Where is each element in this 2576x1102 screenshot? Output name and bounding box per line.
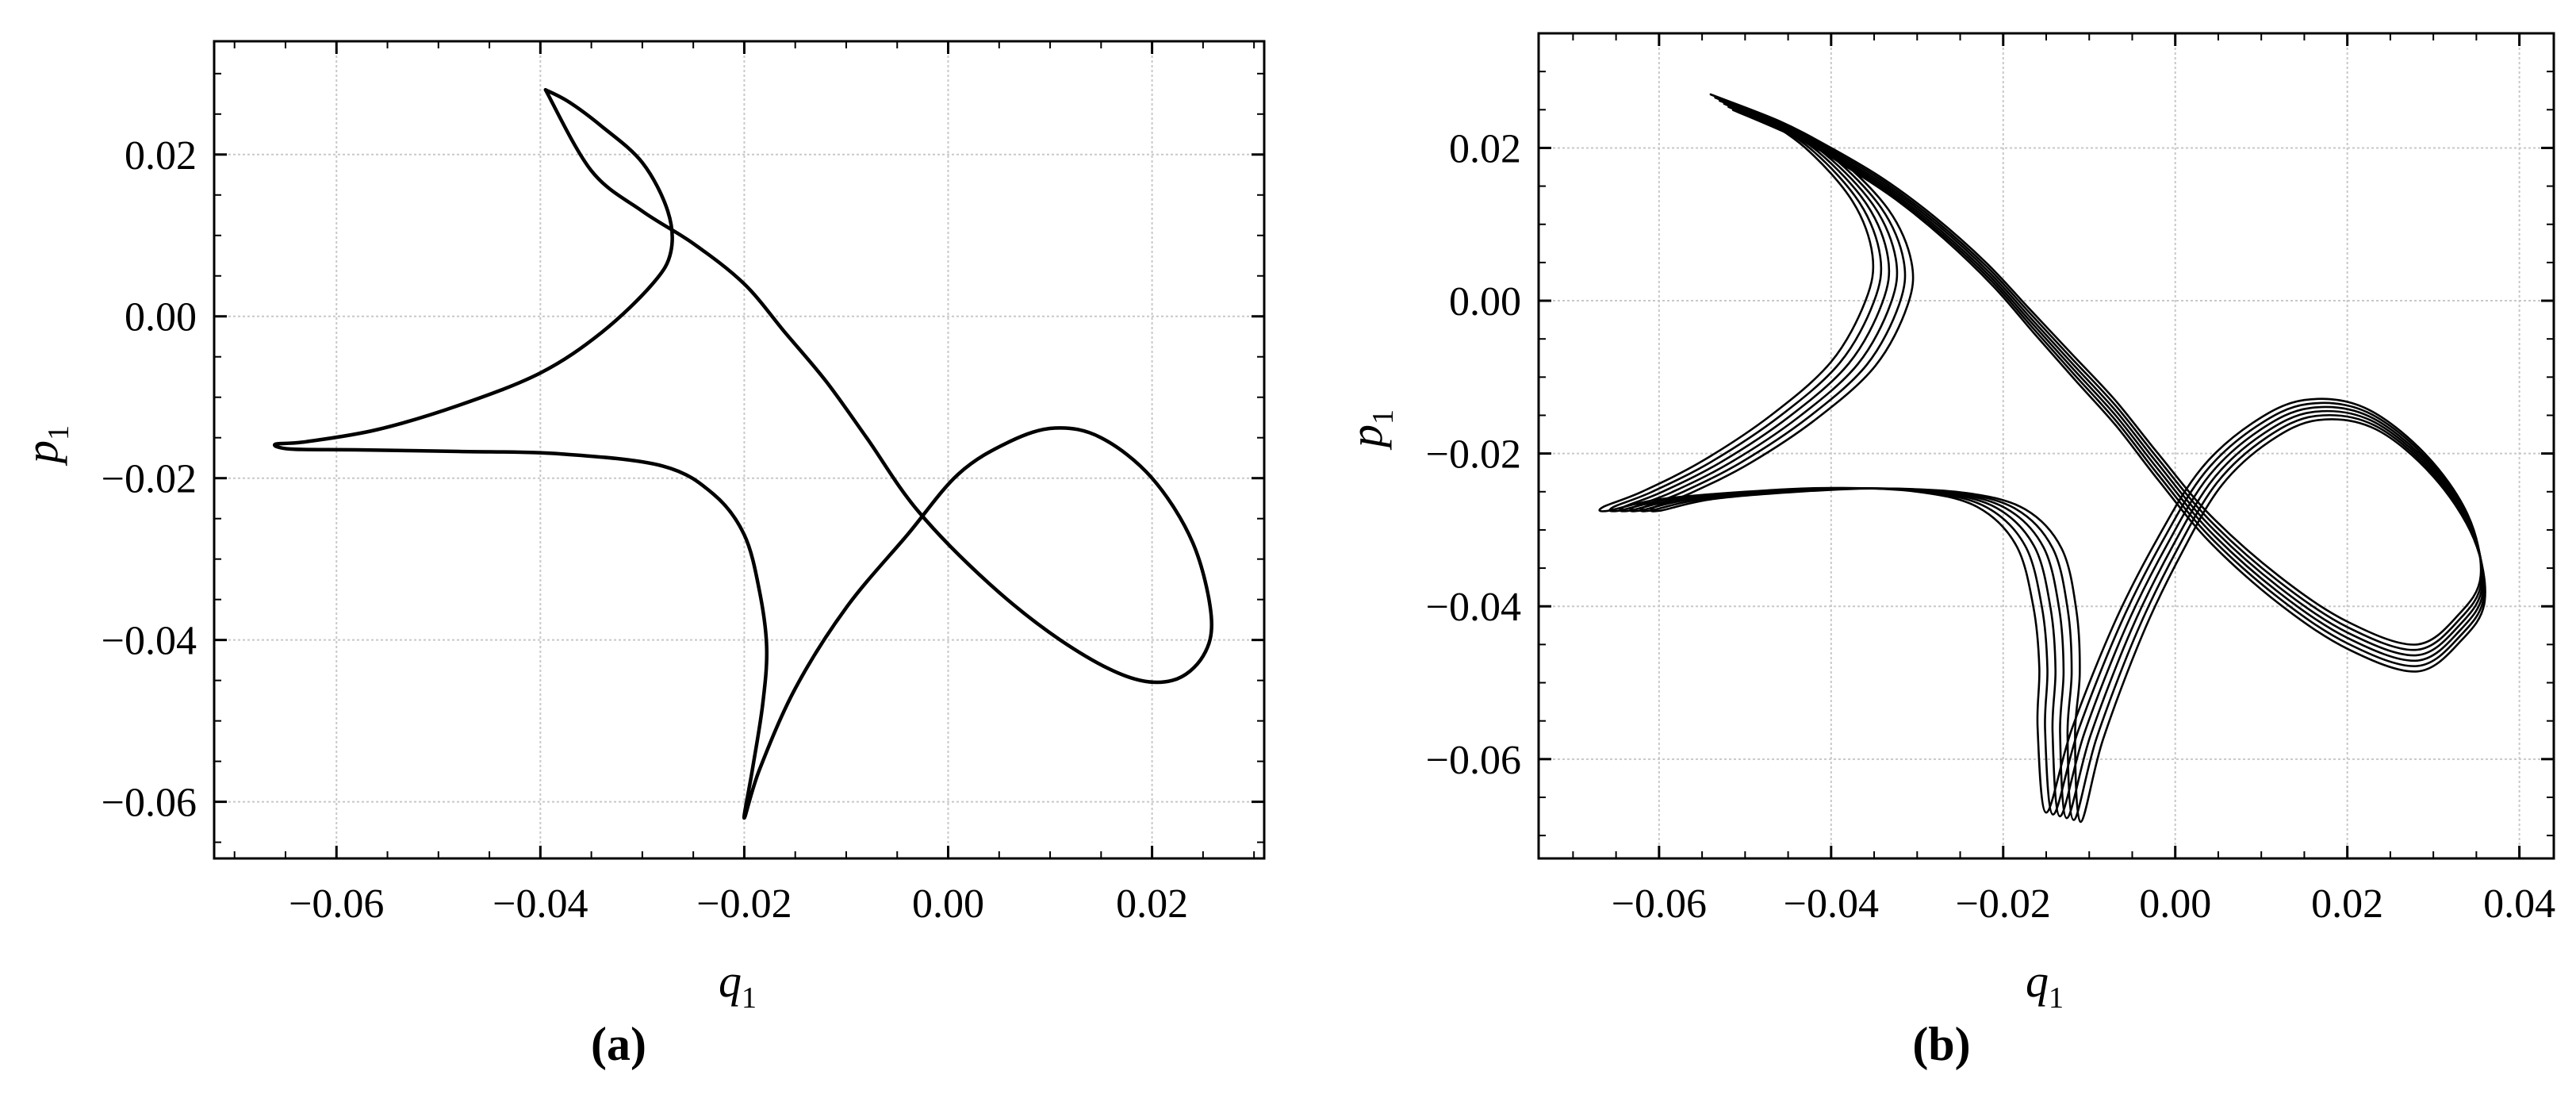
panel-b-xlabel-main: q <box>2026 955 2049 1007</box>
panel-b-ylabel-main: p <box>1340 424 1392 451</box>
panel-a-xtick-label-4: 0.02 <box>1116 881 1188 927</box>
panel-b-ytick-label-2: −0.02 <box>1426 432 1521 478</box>
panel-a-ticks: −0.06 −0.04 −0.02 0.00 0.02 −0.06 −0.04 −0.02 0.… <box>102 41 1264 927</box>
panel-a-xlabel-sub: 1 <box>742 981 757 1015</box>
panel-a-ytick-label-3: 0.00 <box>125 295 197 340</box>
panel-b-xlabel-sub: 1 <box>2049 981 2064 1015</box>
panel-b-ticks: −0.06 −0.04 −0.02 0.00 0.02 0.04 −0.06 −0.04 −0.… <box>1426 33 2555 927</box>
panel-a-xlabel-main: q <box>719 955 742 1007</box>
panel-a-xtick-label-1: −0.04 <box>493 881 588 927</box>
panel-b: −0.06 −0.04 −0.02 0.00 0.02 0.04 −0.06 −0.04 −0.… <box>1340 32 2555 1070</box>
panel-b-ytick-label-1: −0.04 <box>1426 585 1521 630</box>
panel-a-trajectory <box>273 87 1213 820</box>
panel-b-xtick-label-0: −0.06 <box>1612 881 1707 927</box>
panel-b-xtick-label-2: −0.02 <box>1956 881 2051 927</box>
panel-b-trajectory-loop-3 <box>1629 102 2485 820</box>
panel-a-label: (a) <box>591 1018 646 1070</box>
panel-b-series <box>1598 93 2486 824</box>
panel-a-ytick-label-1: −0.04 <box>102 619 197 664</box>
panel-a-ytick-label-4: 0.02 <box>125 133 197 179</box>
panel-a-xtick-label-3: 0.00 <box>912 881 984 927</box>
panel-a-ylabel-main: p <box>16 440 67 467</box>
panel-b-ytick-label-0: −0.06 <box>1426 738 1521 783</box>
panel-a-series <box>273 87 1213 820</box>
panel-b-xtick-label-3: 0.00 <box>2139 881 2211 927</box>
panel-a: −0.06 −0.04 −0.02 0.00 0.02 −0.06 −0.04 −0.02 0.… <box>16 40 1266 1070</box>
panel-a-ylabel: p1 <box>16 425 75 467</box>
panel-a-xtick-label-2: −0.02 <box>696 881 792 927</box>
panel-b-trajectory-loop-5 <box>1650 107 2486 824</box>
panel-b-ylabel-sub: 1 <box>1367 409 1400 424</box>
panel-b-trajectory-loop-4 <box>1639 104 2486 821</box>
panel-b-trajectory-loop-2 <box>1619 98 2484 818</box>
panel-a-ytick-label-2: −0.02 <box>102 457 197 502</box>
panel-a-ytick-label-0: −0.06 <box>102 781 197 826</box>
panel-b-trajectory-loop-0 <box>1598 93 2482 814</box>
panel-b-label: (b) <box>1912 1018 1970 1070</box>
panel-b-grid <box>1539 33 2554 858</box>
panel-b-xlabel: q1 <box>2026 955 2064 1015</box>
panel-b-plot-area <box>1537 32 2555 860</box>
panel-b-xtick-label-5: 0.04 <box>2483 881 2555 927</box>
panel-b-ylabel: p1 <box>1340 409 1400 451</box>
panel-b-ytick-label-4: 0.02 <box>1449 126 1521 171</box>
panel-a-xtick-label-0: −0.06 <box>289 881 384 927</box>
panel-b-xtick-label-1: −0.04 <box>1784 881 1879 927</box>
panel-b-ytick-label-3: 0.00 <box>1449 279 1521 324</box>
panel-a-grid <box>214 41 1264 858</box>
panel-b-xtick-label-4: 0.02 <box>2311 881 2383 927</box>
panel-a-xlabel: q1 <box>719 955 757 1015</box>
panel-a-ylabel-sub: 1 <box>42 425 75 440</box>
panel-b-trajectory-loop-1 <box>1608 96 2483 816</box>
